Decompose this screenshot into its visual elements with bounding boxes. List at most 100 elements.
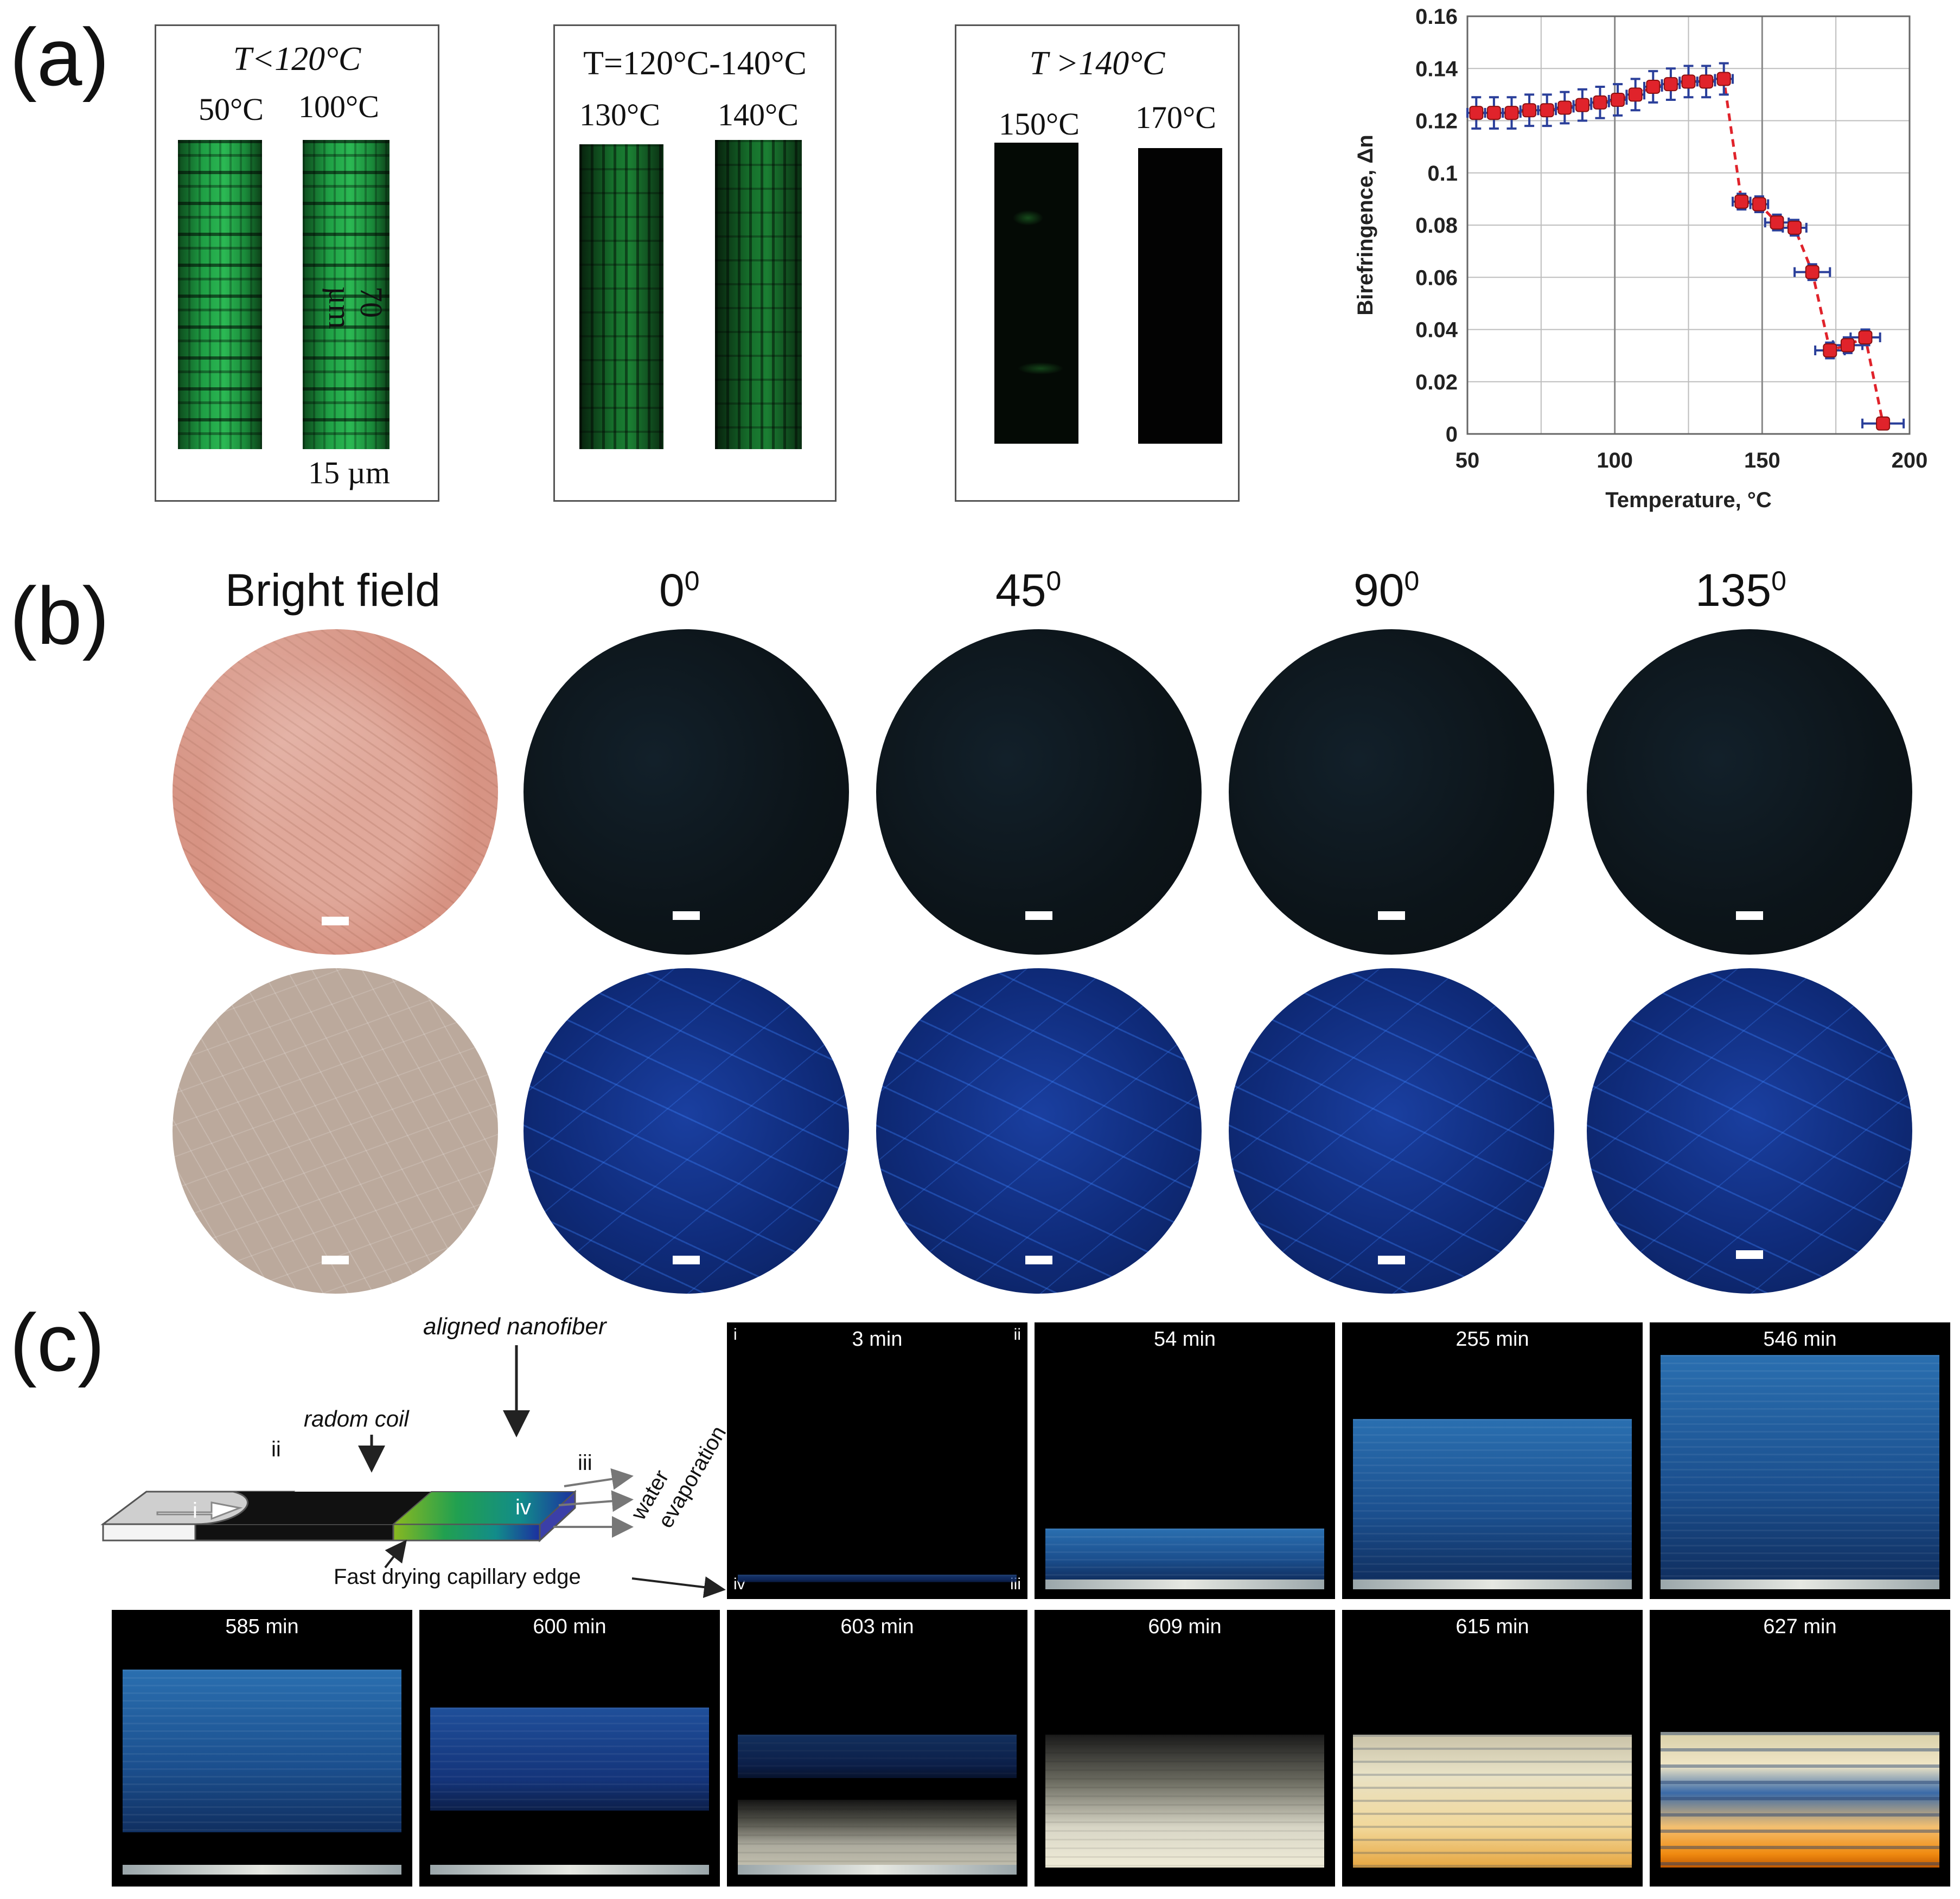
temp-label: 140°C bbox=[718, 97, 799, 132]
data-point bbox=[1611, 93, 1625, 107]
film-edge bbox=[123, 1865, 401, 1875]
degree-superscript: 0 bbox=[1404, 566, 1420, 596]
angle-value: 0 bbox=[659, 565, 685, 616]
micrograph-45deg-top bbox=[876, 629, 1202, 955]
column-header-angle-0: 00 bbox=[659, 564, 700, 617]
scale-bar bbox=[1736, 1250, 1763, 1259]
time-label: 603 min bbox=[840, 1615, 914, 1638]
y-tick-label: 0.06 bbox=[1415, 266, 1458, 290]
film-edge bbox=[430, 1865, 709, 1875]
y-tick-label: 0.16 bbox=[1415, 5, 1458, 29]
slab-front-black bbox=[194, 1523, 394, 1542]
data-point bbox=[1593, 95, 1607, 110]
time-label: 585 min bbox=[225, 1615, 299, 1638]
data-points bbox=[1469, 72, 1891, 431]
x-tick-label: 100 bbox=[1597, 449, 1633, 472]
x-axis-label: Temperature, °C bbox=[1605, 488, 1771, 512]
plot-frame bbox=[1466, 15, 1911, 435]
data-point bbox=[1805, 265, 1819, 279]
film-region bbox=[1353, 1419, 1632, 1580]
time-label: 600 min bbox=[533, 1615, 606, 1638]
birefringence-chart: 0 0.02 0.04 0.06 0.08 0.1 0.12 0.14 0.16 50 100 150… bbox=[1354, 5, 1928, 512]
degree-superscript: 0 bbox=[1046, 566, 1062, 596]
y-tick-label: 0.08 bbox=[1415, 214, 1458, 238]
micrograph-strip bbox=[303, 140, 390, 449]
label-iv: iv bbox=[515, 1495, 531, 1519]
column-header-angle-90: 900 bbox=[1354, 564, 1419, 617]
data-point bbox=[1858, 330, 1873, 344]
data-point bbox=[1540, 103, 1554, 118]
arrow-edge-up bbox=[384, 1539, 407, 1569]
scale-bar bbox=[1378, 1256, 1405, 1264]
micrograph-90deg-top bbox=[1229, 629, 1554, 955]
data-point bbox=[1628, 87, 1643, 102]
frame-title: T >140°C bbox=[1029, 45, 1165, 82]
timelapse-603min: 603 min bbox=[727, 1610, 1027, 1887]
label-ii: ii bbox=[271, 1437, 281, 1461]
film-region bbox=[738, 1575, 1017, 1582]
corner-label-i: i bbox=[733, 1326, 737, 1344]
time-label: 627 min bbox=[1763, 1615, 1837, 1638]
y-tick-label: 0.12 bbox=[1415, 110, 1458, 133]
film-region bbox=[1661, 1732, 1939, 1868]
y-tick-label: 0.02 bbox=[1415, 370, 1458, 394]
micrograph-135deg-bottom bbox=[1587, 968, 1912, 1294]
film-region bbox=[738, 1735, 1017, 1778]
time-label: 609 min bbox=[1148, 1615, 1222, 1638]
film-region bbox=[430, 1708, 709, 1811]
temp-label: 100°C bbox=[298, 89, 379, 124]
micrograph-strip bbox=[579, 144, 663, 449]
micrograph-frame-1: T<120°C 50°C 100°C 70 µm 15 µm bbox=[155, 24, 439, 502]
data-point bbox=[1575, 98, 1589, 112]
chart-axes bbox=[1466, 15, 1911, 435]
panel-label-c: (c) bbox=[10, 1297, 105, 1388]
data-point bbox=[1522, 103, 1537, 118]
film-region bbox=[1353, 1735, 1632, 1868]
temp-label: 170°C bbox=[1135, 100, 1216, 135]
scale-bar bbox=[322, 917, 349, 925]
label-i: i bbox=[193, 1499, 197, 1523]
y-tick-label: 0.14 bbox=[1415, 57, 1458, 81]
slab-front-left bbox=[102, 1523, 196, 1542]
film-region bbox=[1045, 1735, 1324, 1868]
film-edge bbox=[1045, 1580, 1324, 1589]
data-point bbox=[1770, 215, 1784, 230]
film-region bbox=[738, 1800, 1017, 1865]
x-tick-label: 150 bbox=[1744, 449, 1780, 472]
data-point bbox=[1469, 106, 1484, 120]
micrograph-bright-field-bottom bbox=[173, 968, 498, 1294]
micrograph-bright-field-top bbox=[173, 629, 498, 955]
scale-bar bbox=[673, 1256, 700, 1264]
label-capillary-edge: Fast drying capillary edge bbox=[334, 1565, 581, 1589]
data-point bbox=[1787, 220, 1802, 235]
timelapse-600min: 600 min bbox=[419, 1610, 720, 1887]
y-tick-label: 0 bbox=[1446, 423, 1458, 446]
film-region bbox=[1045, 1529, 1324, 1580]
time-label: 255 min bbox=[1455, 1328, 1529, 1351]
x-tick-label: 200 bbox=[1892, 449, 1928, 472]
micrograph-45deg-bottom bbox=[876, 968, 1202, 1294]
timelapse-546min: 546 min bbox=[1650, 1322, 1950, 1599]
column-header-angle-135: 1350 bbox=[1695, 564, 1786, 617]
film-edge bbox=[1353, 1580, 1632, 1589]
time-label: 546 min bbox=[1763, 1328, 1837, 1351]
degree-superscript: 0 bbox=[1771, 566, 1786, 596]
temp-label: 150°C bbox=[999, 106, 1080, 142]
micrograph-strip bbox=[178, 140, 262, 449]
micrograph-90deg-bottom bbox=[1229, 968, 1554, 1294]
column-header-bright-field: Bright field bbox=[225, 565, 440, 616]
temp-label: 50°C bbox=[199, 92, 264, 127]
film-edge bbox=[738, 1865, 1017, 1875]
film-region bbox=[1661, 1355, 1939, 1580]
flow-arrow bbox=[156, 1501, 243, 1520]
timelapse-627min: 627 min bbox=[1650, 1610, 1950, 1887]
y-tick-label: 0.04 bbox=[1415, 318, 1458, 342]
data-point bbox=[1486, 106, 1501, 120]
drying-schematic: aligned nanofiber radom coil ii iii i iv… bbox=[100, 1313, 727, 1599]
scale-bar bbox=[673, 911, 700, 920]
data-point bbox=[1734, 194, 1749, 209]
angle-value: 135 bbox=[1695, 565, 1772, 616]
slab-top-gradient bbox=[392, 1491, 577, 1525]
column-header-angle-45: 450 bbox=[995, 564, 1061, 617]
timelapse-585min: 585 min bbox=[112, 1610, 412, 1887]
